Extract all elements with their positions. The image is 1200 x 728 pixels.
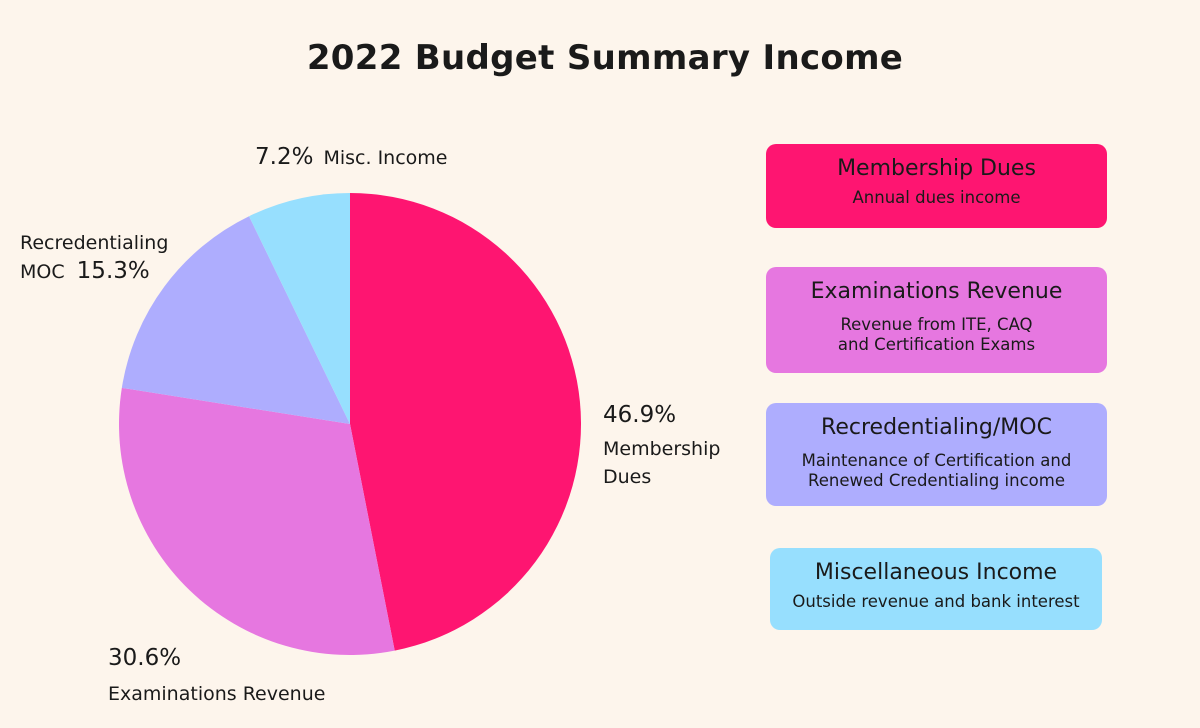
legend-title: Membership Dues — [837, 156, 1036, 181]
misc-income-name: Misc. Income — [323, 147, 448, 169]
examinations-revenue-label: 30.6% Examinations Revenue — [108, 645, 325, 705]
legend-description-line1: Maintenance of Certification and — [801, 451, 1072, 470]
legend-description-line1: Revenue from ITE, CAQ — [840, 315, 1033, 334]
legend-description-line2: and Certification Exams — [837, 335, 1036, 354]
recredentialing-name-line1: Recredentialing — [20, 232, 169, 254]
legend-description: Outside revenue and bank interest — [792, 592, 1080, 611]
legend-title: Recredentialing/MOC — [821, 415, 1052, 440]
legend-description: Annual dues income — [852, 188, 1021, 207]
legend-card-recredentialing-moc: Recredentialing/MOC Maintenance of Certi… — [766, 403, 1107, 506]
membership-dues-percent: 46.9% — [603, 402, 677, 428]
pie-slice-membership-dues — [350, 193, 582, 651]
recredentialing-label: Recredentialing MOC 15.3% — [20, 232, 168, 285]
legend-card-miscellaneous-income: Miscellaneous Income Outside revenue and… — [770, 548, 1102, 630]
pie-slice-recredentialing-moc — [121, 216, 350, 424]
examinations-revenue-percent: 30.6% — [108, 645, 182, 671]
chart-title: 2022 Budget Summary Income — [306, 38, 904, 78]
pie-chart — [119, 193, 582, 656]
recredentialing-name-line2: MOC — [20, 260, 65, 283]
pie-slice-misc-income — [249, 193, 350, 424]
membership-dues-label: 46.9% Membership Dues — [603, 402, 720, 489]
pie-slice-examinations-revenue — [119, 387, 395, 656]
membership-dues-name-line2: Dues — [603, 466, 652, 489]
recredentialing-percent: 15.3% — [76, 257, 150, 284]
legend-description-line2: Renewed Credentialing income — [808, 471, 1065, 490]
legend-card-examinations-revenue: Examinations Revenue Revenue from ITE, C… — [766, 267, 1107, 373]
misc-income-label: 7.2% Misc. Income — [255, 144, 448, 172]
membership-dues-name-line1: Membership — [603, 437, 721, 460]
legend-title: Examinations Revenue — [810, 279, 1063, 304]
legend-card-membership-dues: Membership Dues Annual dues income — [766, 144, 1107, 228]
misc-income-percent: 7.2% — [255, 144, 314, 170]
legend-title: Miscellaneous Income — [814, 560, 1058, 585]
examinations-revenue-name: Examinations Revenue — [108, 682, 326, 705]
